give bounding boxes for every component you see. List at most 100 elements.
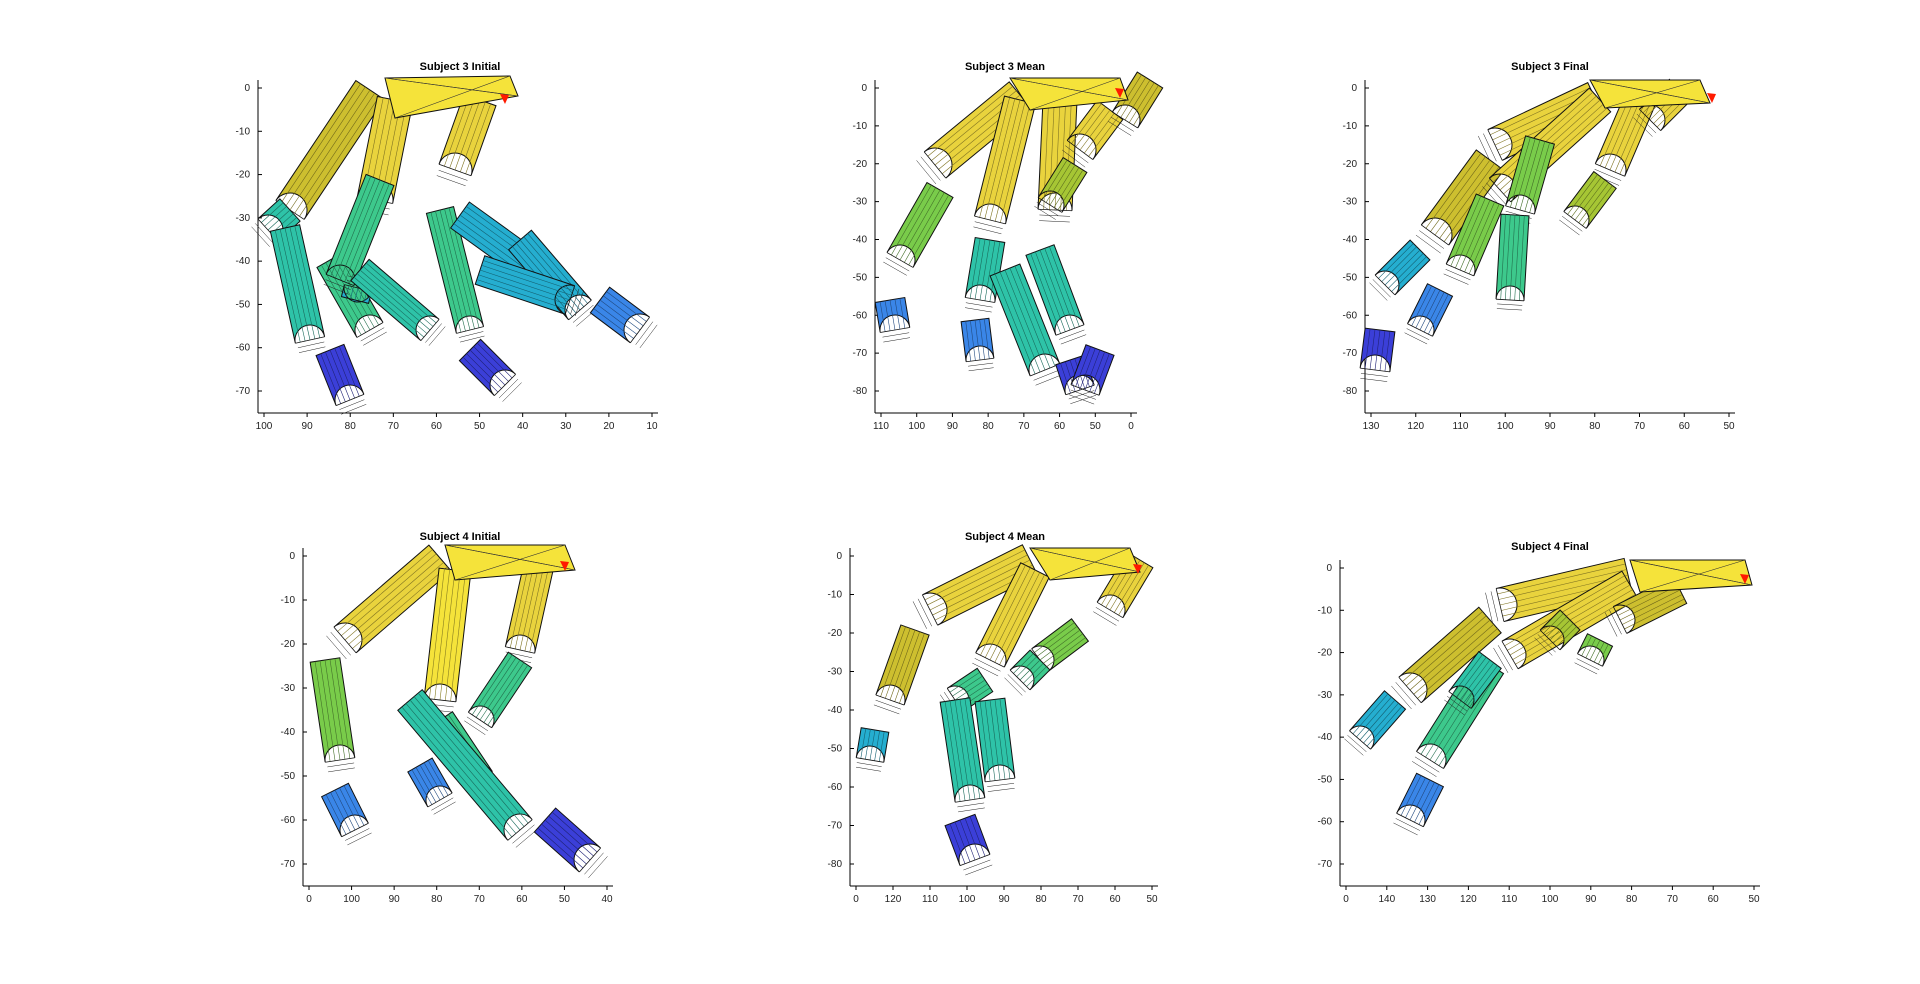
segment-cap-grid: [1594, 168, 1622, 181]
segment-stripe: [483, 662, 525, 723]
segment-cap-grid: [1483, 133, 1497, 162]
segment-cap-grid: [433, 801, 456, 815]
segment-cap-line: [341, 822, 369, 838]
segment-cap-line: [1374, 274, 1396, 296]
segment-stripe: [1413, 624, 1494, 695]
segment-stripe: [350, 286, 354, 299]
segment-stripe: [529, 562, 551, 653]
segment-cap-grid: [428, 326, 446, 346]
segment-stripe: [894, 631, 920, 702]
segment-cap-line: [468, 711, 492, 729]
palm-surface: [1589, 79, 1711, 109]
segment-stripe: [889, 299, 896, 331]
panel-1: Subject 3 Initial 0 -10 -20 -30 -40 -50 -60 -70 1…: [236, 61, 658, 432]
x-tick-label: 50: [1723, 421, 1735, 432]
y-tick-label: -40: [828, 705, 843, 716]
segment-stripe: [423, 762, 445, 798]
segment-stripe: [1509, 214, 1516, 301]
segment-cap-line: [494, 374, 516, 396]
segment-stripe: [476, 279, 567, 310]
segment-stripe: [1079, 109, 1111, 151]
segment-cap-grid: [968, 362, 994, 367]
segment-stripe: [321, 264, 362, 336]
segment-cap-grid: [297, 341, 325, 349]
segment-stripe: [280, 83, 361, 204]
segment-cap-grid: [1035, 374, 1063, 386]
segment-stripe: [462, 356, 499, 393]
segment-stripe: [354, 287, 359, 301]
segment-cap-line: [1360, 367, 1390, 373]
segment-stripe: [1378, 243, 1414, 279]
segment-cap-grid: [1395, 818, 1420, 831]
segment-cap-line: [985, 777, 1015, 783]
segment-cap-line: [579, 847, 601, 873]
segment-cap-grid: [639, 324, 658, 349]
segment-stripe: [984, 700, 996, 781]
finger-segment: [533, 807, 608, 879]
segment-cap-line: [630, 316, 650, 344]
panel-4: Subject 4 Initial 0 -10 -20 -30 -40 -50 -60 -70 0…: [281, 531, 613, 905]
segment-cap-grid: [363, 331, 387, 346]
x-tick-label: 0: [1128, 421, 1134, 432]
x-tick-label: 60: [1054, 421, 1066, 432]
segment-stripe: [1438, 670, 1500, 766]
segment-stripe: [325, 351, 346, 402]
segment-cap-grid: [1070, 394, 1097, 404]
segment-stripe: [1402, 611, 1483, 682]
finger-segment: [458, 338, 522, 402]
segment-cap-line: [875, 694, 905, 706]
segment-stripe: [1080, 348, 1096, 389]
finger-segment: [323, 173, 395, 295]
segment-stripe: [1004, 269, 1046, 371]
palm-mesh-line: [1604, 79, 1701, 109]
segment-cap-line: [1448, 691, 1472, 709]
panels-root: Subject 3 Initial 0 -10 -20 -30 -40 -50 -60 -70 1…: [236, 61, 1760, 905]
y-tick-label: 0: [289, 551, 295, 562]
finger-segment: [315, 343, 367, 415]
segment-stripe: [965, 321, 972, 362]
x-tick-label: 50: [474, 421, 486, 432]
segment-stripe: [359, 269, 431, 331]
segment-cap-grid: [1414, 756, 1440, 773]
palm-marker: [1740, 574, 1749, 584]
segment-cap-grid: [326, 635, 347, 660]
finger-segment: [1068, 344, 1115, 405]
segment-stripe: [1364, 328, 1371, 369]
segment-stripe: [1529, 142, 1550, 213]
segment-cap-grid: [1391, 685, 1412, 710]
segment-stripe: [1118, 564, 1149, 616]
segment-stripe: [294, 225, 321, 338]
segment-cap-grid: [512, 824, 535, 844]
segment-stripe: [1498, 569, 1627, 600]
panel-title: Subject 4 Mean: [965, 531, 1045, 543]
y-tick-label: -70: [828, 821, 843, 832]
y-tick-label: -30: [281, 683, 296, 694]
panel-title: Subject 3 Final: [1511, 61, 1589, 73]
y-tick-label: -70: [1318, 859, 1333, 870]
x-tick-label: 80: [345, 421, 357, 432]
segment-stripe: [1619, 104, 1651, 175]
y-tick-label: -60: [281, 815, 296, 826]
segment-cap-line: [1066, 140, 1094, 160]
x-tick-label: 80: [1035, 894, 1047, 905]
segment-cap-grid: [325, 279, 351, 290]
segment-stripe: [1071, 103, 1102, 144]
segment-cap-grid: [987, 788, 1015, 792]
finger-segment: [855, 727, 890, 772]
segment-stripe: [964, 698, 981, 799]
segment-cap-line: [1070, 384, 1100, 396]
segment-stripe: [469, 349, 506, 386]
segment-cap-grid: [1534, 637, 1553, 656]
palm-mesh-line: [1589, 79, 1711, 104]
segment-stripe: [974, 319, 981, 361]
segment-stripe: [1030, 253, 1061, 334]
y-tick-label: -50: [828, 744, 843, 755]
segment-cap-line: [955, 797, 985, 803]
segment-stripe: [949, 700, 966, 801]
segment-cap-line: [456, 326, 484, 334]
segment-cap-line: [1563, 211, 1587, 229]
segment-stripe: [1084, 113, 1115, 154]
segment-stripe: [908, 194, 949, 266]
finger-segment: [1495, 213, 1530, 311]
palm-mesh-line: [1639, 559, 1746, 593]
